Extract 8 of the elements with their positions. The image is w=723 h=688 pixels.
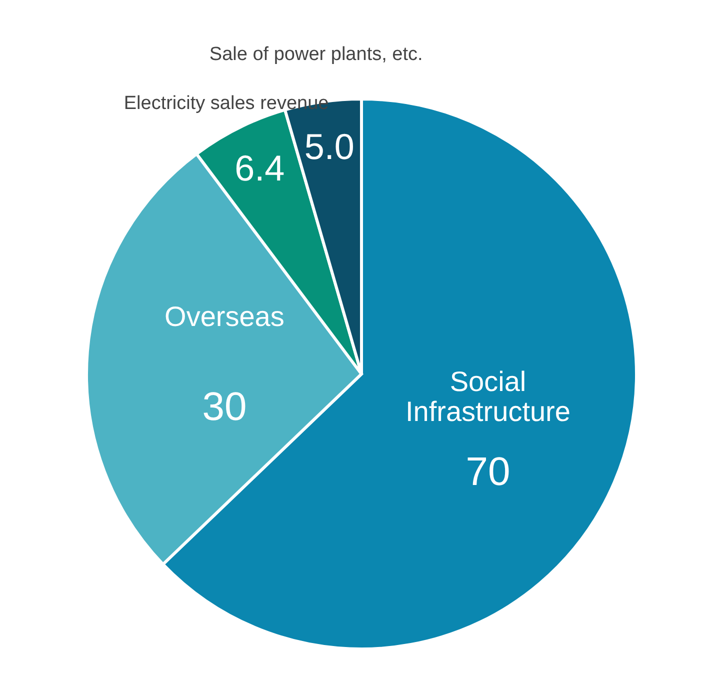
slice-label: Sale of power plants, etc. xyxy=(209,44,423,66)
data-label: 5.0 xyxy=(304,126,354,168)
slice-label: Overseas xyxy=(164,300,284,332)
data-label: 6.4 xyxy=(234,148,285,189)
slice-label: Electricity sales revenue xyxy=(124,92,329,114)
data-label: 70 xyxy=(466,450,510,494)
slice-label: Social Infrastructure xyxy=(405,366,570,427)
data-label: 30 xyxy=(202,384,247,429)
